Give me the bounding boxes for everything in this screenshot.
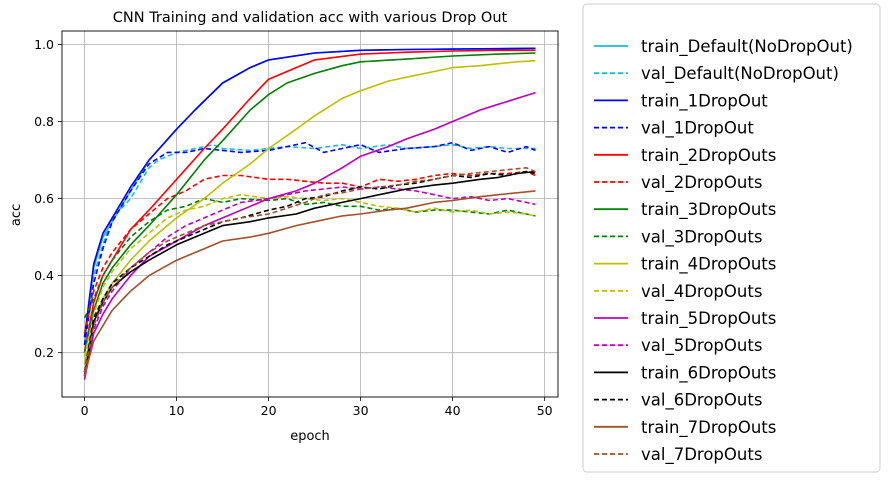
series-line-val_5DropOuts xyxy=(83,186,536,376)
grid xyxy=(62,31,558,397)
x-axis-label: epoch xyxy=(290,429,330,444)
series-line-val_Default(NoDropOut) xyxy=(83,143,536,338)
series-line-train_6DropOuts xyxy=(83,170,536,376)
legend-frame xyxy=(582,3,881,473)
x-tick-label: 50 xyxy=(537,403,553,418)
plot-frame xyxy=(61,30,559,398)
series-line-val_2DropOuts xyxy=(83,170,536,334)
series-line-train_4DropOuts xyxy=(83,59,536,365)
legend-label: val_6DropOuts xyxy=(641,391,762,411)
x-tick-label: 30 xyxy=(353,403,369,418)
series-line-train_5DropOuts xyxy=(83,91,536,380)
legend-label: train_Default(NoDropOut) xyxy=(641,37,853,57)
x-tick-label: 0 xyxy=(81,403,89,418)
y-tick-label: 0.6 xyxy=(34,191,54,206)
legend-label: train_1DropOut xyxy=(641,91,768,111)
legend-label: val_1DropOut xyxy=(641,119,754,139)
y-tick-label: 1.0 xyxy=(34,37,54,52)
legend-label: val_2DropOuts xyxy=(641,173,762,193)
legend-label: train_4DropOuts xyxy=(641,255,776,275)
series-lines xyxy=(83,47,536,380)
y-axis-label: acc xyxy=(9,204,24,226)
legend-label: val_5DropOuts xyxy=(641,336,762,356)
legend-label: train_2DropOuts xyxy=(641,146,776,166)
y-tick-label: 0.8 xyxy=(34,114,54,129)
series-line-train_1DropOut xyxy=(83,47,536,338)
y-axis: 0.2 0.4 0.6 0.8 1.0 xyxy=(34,37,62,360)
legend-label: val_Default(NoDropOut) xyxy=(641,64,839,84)
legend-label: train_7DropOuts xyxy=(641,418,776,438)
y-tick-label: 0.4 xyxy=(34,268,54,283)
series-line-train_3DropOuts xyxy=(83,52,536,353)
series-line-val_7DropOuts xyxy=(83,167,536,373)
series-line-train_7DropOuts xyxy=(83,190,536,377)
legend-label: train_3DropOuts xyxy=(641,200,776,220)
legend-label: train_5DropOuts xyxy=(641,309,776,329)
series-line-train_2DropOuts xyxy=(83,49,536,353)
legend-label: val_4DropOuts xyxy=(641,282,762,302)
series-line-val_3DropOuts xyxy=(83,197,536,319)
legend-label: val_3DropOuts xyxy=(641,227,762,247)
x-tick-label: 10 xyxy=(169,403,185,418)
y-tick-label: 0.2 xyxy=(34,345,54,360)
series-line-val_1DropOut xyxy=(83,141,536,346)
x-tick-label: 40 xyxy=(445,403,461,418)
series-line-train_Default(NoDropOut) xyxy=(83,47,536,346)
x-axis: 0 10 20 30 40 50 xyxy=(81,397,553,418)
series-line-val_6DropOuts xyxy=(83,170,536,373)
chart-title: CNN Training and validation acc with var… xyxy=(113,10,508,26)
legend-label: train_6DropOuts xyxy=(641,363,776,383)
legend: train_Default(NoDropOut) val_Default(NoDr… xyxy=(582,3,881,473)
legend-label: val_7DropOuts xyxy=(641,445,762,465)
x-tick-label: 20 xyxy=(261,403,277,418)
